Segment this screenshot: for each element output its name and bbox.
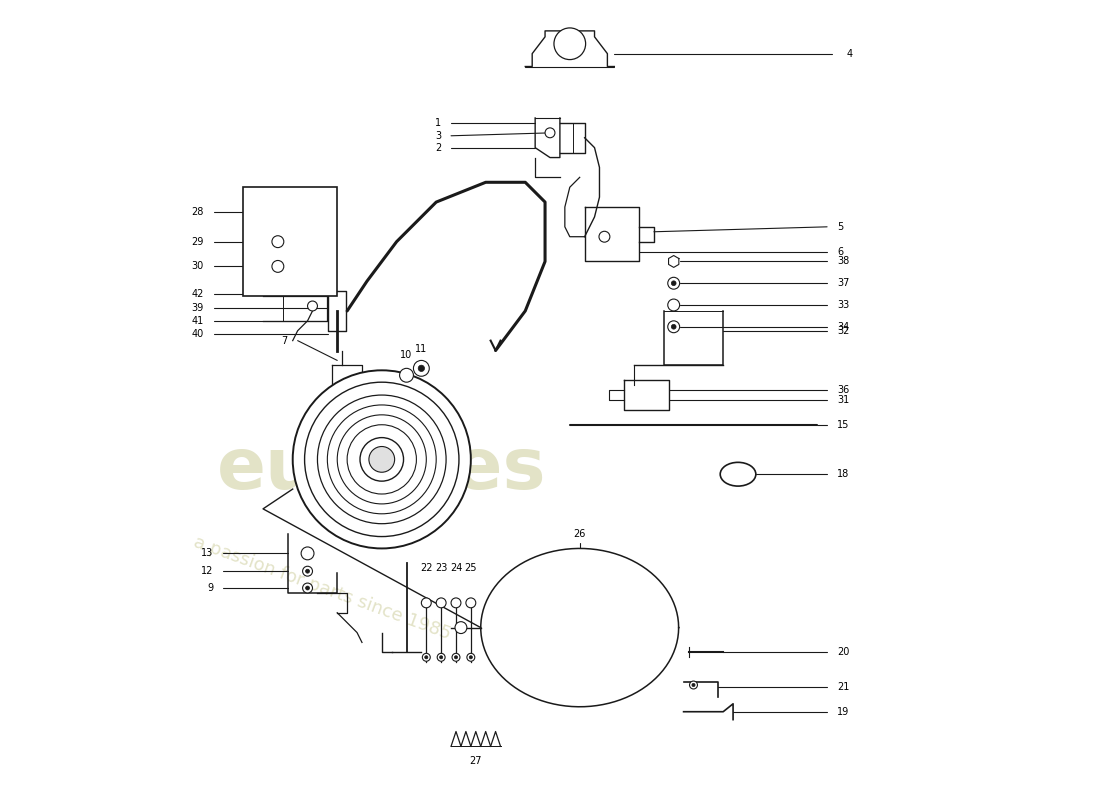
Circle shape bbox=[399, 368, 414, 382]
Circle shape bbox=[272, 236, 284, 248]
Circle shape bbox=[308, 301, 318, 311]
Text: 28: 28 bbox=[191, 207, 204, 217]
Circle shape bbox=[466, 654, 475, 662]
Circle shape bbox=[305, 382, 459, 537]
Circle shape bbox=[338, 415, 427, 504]
Text: 6: 6 bbox=[837, 246, 843, 257]
Circle shape bbox=[306, 586, 309, 590]
Circle shape bbox=[440, 656, 442, 659]
Circle shape bbox=[671, 281, 676, 286]
Circle shape bbox=[451, 598, 461, 608]
Text: 25: 25 bbox=[464, 563, 477, 574]
Circle shape bbox=[272, 261, 284, 272]
Text: 30: 30 bbox=[191, 262, 204, 271]
Circle shape bbox=[422, 654, 430, 662]
Text: 3: 3 bbox=[434, 130, 441, 141]
Circle shape bbox=[690, 681, 697, 689]
Text: 9: 9 bbox=[208, 583, 213, 593]
Circle shape bbox=[368, 446, 395, 472]
Text: 32: 32 bbox=[837, 326, 849, 336]
Text: 2: 2 bbox=[434, 142, 441, 153]
Circle shape bbox=[360, 438, 404, 481]
Text: 12: 12 bbox=[201, 566, 213, 576]
Circle shape bbox=[452, 654, 460, 662]
Text: 31: 31 bbox=[837, 395, 849, 405]
Circle shape bbox=[425, 656, 428, 659]
Circle shape bbox=[671, 324, 676, 329]
Text: 36: 36 bbox=[837, 385, 849, 395]
Circle shape bbox=[328, 405, 437, 514]
Text: 27: 27 bbox=[470, 756, 482, 766]
Text: 21: 21 bbox=[837, 682, 849, 692]
Text: 40: 40 bbox=[191, 329, 204, 338]
Circle shape bbox=[455, 622, 466, 634]
Circle shape bbox=[301, 547, 314, 560]
Circle shape bbox=[293, 370, 471, 549]
Circle shape bbox=[546, 128, 554, 138]
Circle shape bbox=[668, 321, 680, 333]
Text: 24: 24 bbox=[450, 563, 462, 574]
Circle shape bbox=[437, 598, 447, 608]
Text: 7: 7 bbox=[282, 336, 288, 346]
Bar bbox=[243, 187, 338, 296]
Text: 42: 42 bbox=[191, 289, 204, 299]
Circle shape bbox=[554, 28, 585, 59]
Text: 10: 10 bbox=[400, 350, 412, 361]
Text: 37: 37 bbox=[837, 278, 849, 288]
Text: 11: 11 bbox=[415, 343, 428, 354]
Text: 26: 26 bbox=[573, 529, 586, 538]
Circle shape bbox=[466, 598, 476, 608]
Text: 18: 18 bbox=[837, 470, 849, 479]
Circle shape bbox=[470, 656, 472, 659]
Text: 1: 1 bbox=[434, 118, 441, 128]
Circle shape bbox=[418, 365, 425, 371]
Ellipse shape bbox=[720, 462, 756, 486]
Text: a passion for parts since 1985: a passion for parts since 1985 bbox=[191, 533, 453, 643]
Circle shape bbox=[437, 654, 446, 662]
Circle shape bbox=[302, 583, 312, 593]
Text: 39: 39 bbox=[191, 303, 204, 313]
Circle shape bbox=[421, 598, 431, 608]
Text: 33: 33 bbox=[837, 300, 849, 310]
Circle shape bbox=[454, 656, 458, 659]
Circle shape bbox=[348, 425, 417, 494]
Circle shape bbox=[668, 278, 680, 289]
Text: 4: 4 bbox=[847, 49, 852, 58]
Text: 19: 19 bbox=[837, 706, 849, 717]
Text: 13: 13 bbox=[201, 548, 213, 558]
Text: 20: 20 bbox=[837, 647, 849, 658]
Circle shape bbox=[306, 570, 309, 573]
Circle shape bbox=[318, 395, 447, 524]
Text: 22: 22 bbox=[420, 563, 432, 574]
Circle shape bbox=[692, 683, 695, 686]
Text: 41: 41 bbox=[191, 316, 204, 326]
Text: 38: 38 bbox=[837, 257, 849, 266]
Circle shape bbox=[668, 299, 680, 311]
Text: 5: 5 bbox=[837, 222, 844, 232]
Circle shape bbox=[302, 566, 312, 576]
Circle shape bbox=[600, 231, 609, 242]
Text: 34: 34 bbox=[837, 322, 849, 332]
Text: 15: 15 bbox=[837, 420, 849, 430]
Text: 23: 23 bbox=[434, 563, 448, 574]
Text: 29: 29 bbox=[191, 237, 204, 246]
Circle shape bbox=[414, 361, 429, 376]
Text: europes: europes bbox=[217, 434, 547, 504]
